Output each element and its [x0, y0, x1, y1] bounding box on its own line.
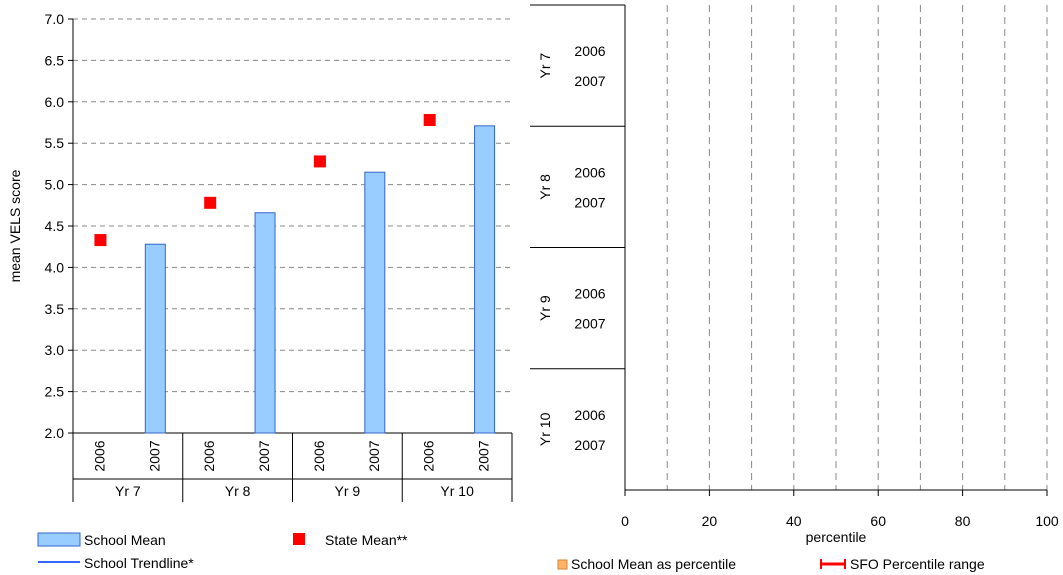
y-tick-label: 2.5 — [45, 384, 65, 400]
x-tick-label: 60 — [870, 513, 886, 529]
year-tick-label: 2006 — [574, 286, 605, 302]
y-tick-label: 2.0 — [45, 425, 65, 441]
y-tick-label: 7.0 — [45, 11, 65, 27]
y-tick-label: 5.0 — [45, 177, 65, 193]
group-label: Yr 9 — [537, 295, 553, 321]
group-label: Yr 10 — [537, 412, 553, 446]
year-tick-label: 2007 — [574, 73, 605, 89]
school-mean-bar — [474, 125, 496, 434]
x-tick-label: 80 — [955, 513, 971, 529]
legend-swatch-percentile — [557, 559, 568, 570]
group-label: Yr 7 — [115, 483, 141, 499]
y-tick-label: 3.0 — [45, 342, 65, 358]
y-tick-label: 4.0 — [45, 259, 65, 275]
year-tick-label: 2006 — [574, 407, 605, 423]
y-tick-label: 3.5 — [45, 301, 65, 317]
x-tick-label: 40 — [786, 513, 802, 529]
legend-label: State Mean** — [325, 532, 408, 548]
year-tick-label: 2007 — [256, 440, 272, 471]
year-tick-label: 2007 — [476, 440, 492, 471]
year-tick-label: 2006 — [574, 43, 605, 59]
y-tick-label: 4.5 — [45, 218, 65, 234]
state-mean-marker — [94, 234, 107, 247]
year-tick-label: 2007 — [574, 316, 605, 332]
legend-label: School Trendline* — [84, 555, 194, 571]
y-tick-label: 6.0 — [45, 94, 65, 110]
legend-label: SFO Percentile range — [850, 556, 985, 572]
y-axis-label: mean VELS score — [7, 169, 23, 282]
legend-label: School Mean — [84, 532, 166, 548]
state-mean-marker — [423, 114, 436, 127]
year-tick-label: 2006 — [421, 440, 437, 471]
year-tick-label: 2006 — [311, 440, 327, 471]
year-tick-label: 2007 — [366, 440, 382, 471]
school-mean-bar — [254, 212, 276, 434]
x-tick-label: 20 — [702, 513, 718, 529]
legend-swatch-state-mean — [293, 533, 305, 545]
x-tick-label: 100 — [1035, 513, 1059, 529]
x-tick-label: 0 — [621, 513, 629, 529]
legend-swatch-school-mean — [37, 532, 81, 547]
year-tick-label: 2007 — [574, 437, 605, 453]
year-tick-label: 2006 — [201, 440, 217, 471]
year-tick-label: 2006 — [91, 440, 107, 471]
year-tick-label: 2006 — [574, 164, 605, 180]
state-mean-marker — [313, 155, 326, 168]
school-mean-bar — [364, 171, 386, 434]
x-axis-label: percentile — [806, 529, 867, 545]
year-tick-label: 2007 — [146, 440, 162, 471]
legend-label: School Mean as percentile — [571, 556, 736, 572]
group-label: Yr 7 — [537, 53, 553, 79]
group-label: Yr 8 — [537, 174, 553, 200]
y-tick-label: 5.5 — [45, 135, 65, 151]
year-tick-label: 2007 — [574, 194, 605, 210]
school-mean-bar — [144, 243, 166, 434]
vels-score-chart: 2.0 2.5 3.0 3.5 4.0 4.5 5.0 5.5 6.0 6.5 7.0 mean VE… — [7, 11, 513, 571]
y-tick-label: 6.5 — [45, 52, 65, 68]
state-mean-marker — [204, 196, 217, 209]
group-label: Yr 9 — [335, 483, 361, 499]
percentile-chart: 0 20 40 60 80 100 percentile Yr 7 2006 2007 Yr 8 20… — [530, 4, 1059, 572]
group-label: Yr 8 — [225, 483, 251, 499]
group-label: Yr 10 — [440, 483, 474, 499]
